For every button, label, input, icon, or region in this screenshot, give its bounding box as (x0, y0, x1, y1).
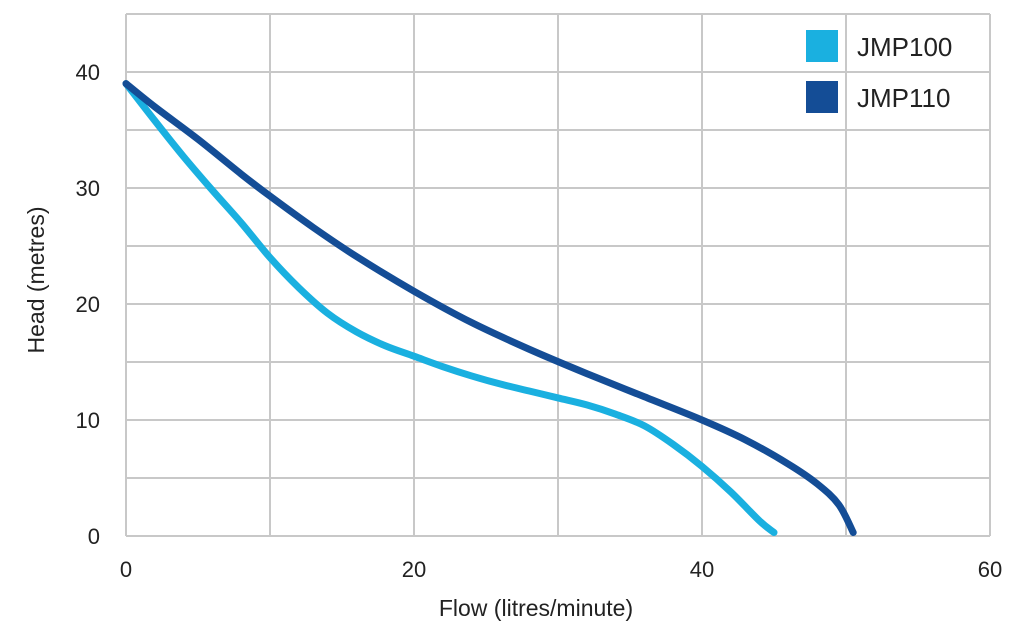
y-tick-label: 20 (76, 292, 100, 317)
y-tick-label: 0 (88, 524, 100, 549)
legend: JMP100 JMP110 (806, 30, 952, 113)
x-tick-label: 60 (978, 557, 1002, 582)
y-axis-title: Head (metres) (23, 207, 49, 354)
series-line-jmp110 (122, 80, 857, 537)
x-tick-label: 0 (120, 557, 132, 582)
series-line-jmp100 (122, 80, 778, 537)
legend-swatch-jmp100 (806, 30, 838, 62)
x-axis-title: Flow (litres/minute) (439, 595, 633, 621)
legend-label-jmp110: JMP110 (857, 83, 950, 113)
series-lines (122, 80, 857, 537)
legend-label-jmp100: JMP100 (857, 32, 952, 62)
y-tick-label: 10 (76, 408, 100, 433)
y-tick-label: 40 (76, 60, 100, 85)
x-tick-label: 40 (690, 557, 714, 582)
grid (125, 13, 991, 537)
x-tick-label: 20 (402, 557, 426, 582)
tick-labels: 0 20 40 60 0 10 20 30 40 (76, 60, 1003, 582)
legend-swatch-jmp110 (806, 81, 838, 113)
y-tick-label: 30 (76, 176, 100, 201)
